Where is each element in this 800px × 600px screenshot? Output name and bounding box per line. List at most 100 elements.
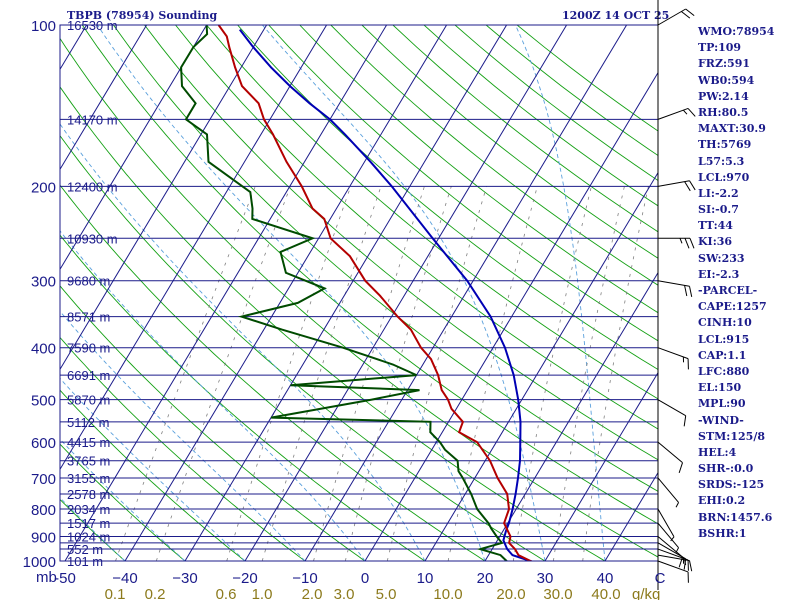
height-label: 552 m <box>67 542 103 557</box>
wind-barb-flag <box>689 286 693 297</box>
wind-barb-half-flag <box>679 238 683 244</box>
temperature-tick-label: 30 <box>537 570 554 587</box>
stability-index: LCL:970 <box>698 170 750 184</box>
stability-index: MPL:90 <box>698 397 746 411</box>
stability-index: BRN:1457.6 <box>698 510 773 524</box>
pressure-tick-label: 100 <box>31 18 56 35</box>
pressure-tick-label: 600 <box>31 435 56 452</box>
stability-index: CAP:1.1 <box>698 348 747 362</box>
wind-barb-flag <box>684 238 690 249</box>
wind-barb <box>657 280 693 297</box>
temperature-tick-label: −40 <box>112 570 137 587</box>
moist-adiabat <box>514 25 606 561</box>
stability-index: BSHR:1 <box>698 526 747 540</box>
dry-adiabat <box>60 134 546 561</box>
mixing-ratio-label: 0.1 <box>105 586 126 600</box>
dry-adiabat <box>60 285 366 561</box>
dry-adiabat <box>361 25 658 259</box>
wind-barb-flag <box>687 108 696 117</box>
dry-adiabat <box>268 25 658 342</box>
wind-barb-flag <box>678 462 683 474</box>
height-label: 1024 m <box>67 529 110 544</box>
temperature-tick-label: 0 <box>361 570 369 587</box>
wind-barb-staff <box>657 441 683 464</box>
mixing-ratio-line <box>313 186 425 561</box>
temperature-tick-label: 40 <box>597 570 614 587</box>
stability-index: LFC:880 <box>698 364 750 378</box>
mixing-ratio-line <box>261 186 382 561</box>
stability-index: L57:5.3 <box>698 154 745 168</box>
temperature-unit-label: C <box>655 570 666 587</box>
stability-index: EL:150 <box>698 381 742 395</box>
mixing-ratio-label: 10.0 <box>433 586 462 600</box>
height-label: 1517 m <box>67 516 110 531</box>
dry-adiabat <box>60 389 246 561</box>
isotherm <box>0 25 27 561</box>
moist-adiabat <box>97 25 486 561</box>
isotherm <box>60 25 328 471</box>
wind-barb-flag <box>681 11 691 19</box>
pressure-tick-label: 1000 <box>23 554 56 571</box>
wind-barb <box>657 441 683 474</box>
dry-adiabat <box>60 86 606 561</box>
wind-barb-half-flag <box>682 109 688 115</box>
wind-barb-staff <box>657 107 689 120</box>
mixing-ratio-label: 2.0 <box>302 586 323 600</box>
moist-adiabat <box>262 25 546 561</box>
stability-index: PW:2.14 <box>698 89 749 103</box>
stability-index: RH:80.5 <box>698 105 749 119</box>
wind-barb-flag <box>684 285 688 297</box>
stability-index: STM:125/8 <box>698 429 765 443</box>
stability-index: CAPE:1257 <box>698 300 767 314</box>
height-label: 10930 m <box>67 231 118 246</box>
height-label: 5112 m <box>67 415 109 430</box>
wind-barb <box>658 237 695 249</box>
wind-barb-flag <box>684 181 691 192</box>
pressure-tick-label: 900 <box>31 529 56 546</box>
wind-barb-staff <box>657 8 686 26</box>
stability-index: SRDS:-125 <box>698 478 765 492</box>
isotherm <box>484 271 658 561</box>
height-label: 2034 m <box>67 502 110 517</box>
isotherm <box>184 25 508 561</box>
stability-index: HEL:4 <box>698 445 737 459</box>
wind-barb <box>657 477 680 508</box>
pressure-tick-label: 400 <box>31 341 56 358</box>
wind-barb-staff <box>657 554 690 562</box>
dry-adiabat <box>175 25 658 430</box>
wind-barb <box>657 522 680 553</box>
pressure-unit-label: mb <box>36 569 57 586</box>
stability-index: TP:109 <box>698 41 742 55</box>
wind-barb-half-flag <box>670 536 675 542</box>
stability-index: MAXT:30.9 <box>698 122 766 136</box>
wind-barb-staff <box>657 548 689 561</box>
height-label: 6691 m <box>67 368 110 383</box>
stability-index: TT:44 <box>698 219 733 233</box>
mixing-ratio-label: 30.0 <box>543 586 572 600</box>
mixing-ratio-label: 0.6 <box>216 586 237 600</box>
dry-adiabat <box>60 336 306 561</box>
wind-barb-staff <box>657 536 683 558</box>
sounding-time: 1200Z 14 OCT 25 <box>562 9 670 22</box>
temperature-tick-label: −30 <box>172 570 197 587</box>
wind-barb <box>657 548 689 571</box>
mixing-ratio-label: 40.0 <box>591 586 620 600</box>
wind-barb-flag <box>689 238 695 249</box>
wind-barb <box>657 536 683 568</box>
isotherm <box>364 71 658 561</box>
stability-index: EHI:0.2 <box>698 494 746 508</box>
temperature-trace <box>217 25 534 561</box>
wind-barb-staff <box>657 522 679 549</box>
height-label: 9680 m <box>67 274 110 289</box>
stability-index: SHR-:0.0 <box>698 462 754 476</box>
mixing-ratio-label: 20.0 <box>496 586 525 600</box>
dry-adiabat <box>206 25 658 400</box>
wind-barb-staff <box>657 560 689 573</box>
temperature-tick-label: -50 <box>54 570 76 587</box>
wind-barb <box>657 399 687 427</box>
mixing-ratio-label: 1.0 <box>252 586 273 600</box>
wind-barb-staff <box>657 477 679 503</box>
pressure-tick-label: 300 <box>31 274 56 291</box>
wind-barb-staff <box>657 508 675 538</box>
wind-barb-staff <box>657 280 690 287</box>
